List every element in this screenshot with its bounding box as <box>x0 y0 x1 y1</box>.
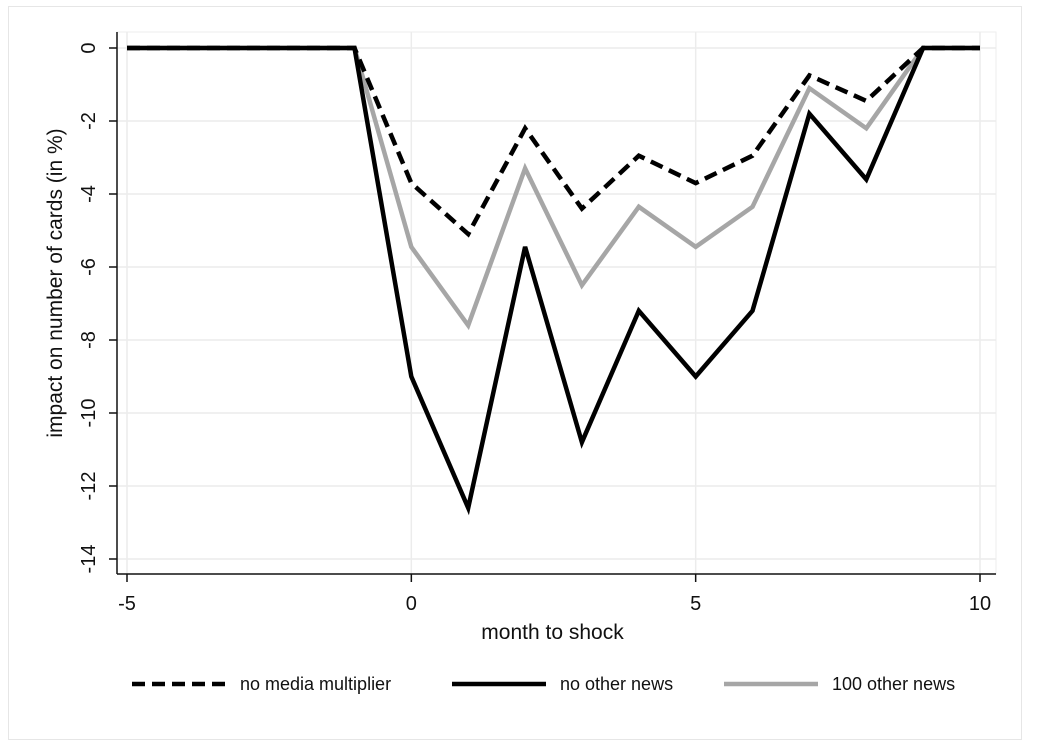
y-tick-label: -12 <box>78 472 100 501</box>
y-tick-label: -6 <box>78 258 100 276</box>
y-tick-label: -2 <box>78 112 100 130</box>
y-tick-label: -4 <box>78 185 100 203</box>
legend-item: 100 other news <box>724 674 955 694</box>
y-tick-label: -8 <box>78 331 100 349</box>
series-layer <box>127 45 980 516</box>
plot-area <box>116 31 997 575</box>
series-line <box>127 45 980 238</box>
legend-label: 100 other news <box>832 674 955 694</box>
x-tick-label: -5 <box>118 593 136 615</box>
legend: no media multiplier no other news 100 othe… <box>132 674 955 694</box>
grid-layer <box>116 31 997 575</box>
y-axis-label: impact on number of cards (in %) <box>44 128 67 437</box>
x-tick-label: 5 <box>690 593 701 615</box>
x-tick-label: 0 <box>406 593 417 615</box>
legend-item: no media multiplier <box>132 674 391 694</box>
x-tick-label: 10 <box>969 593 991 615</box>
y-tick-label: -10 <box>78 399 100 428</box>
chart-frame <box>8 6 1022 740</box>
y-tick-label: -14 <box>78 545 100 574</box>
x-axis-label: month to shock <box>481 621 624 644</box>
legend-label: no other news <box>560 674 673 694</box>
legend-item: no other news <box>452 674 673 694</box>
axes-layer: 0 -2 -4 -6 -8 -10 -12 -14 -5 0 5 10 <box>78 32 996 615</box>
legend-label: no media multiplier <box>240 674 391 694</box>
y-tick-label: 0 <box>78 42 100 53</box>
